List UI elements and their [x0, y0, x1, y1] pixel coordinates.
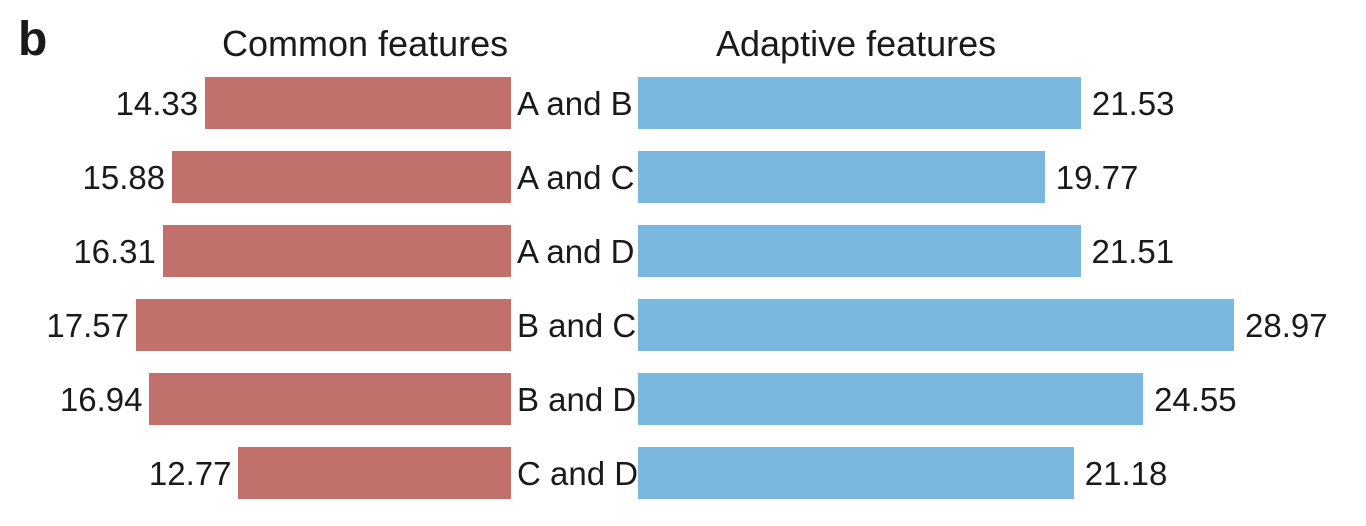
bar-rows: 14.33 A and B 21.53 15.88 A and C 19.77 …: [0, 77, 1366, 499]
common-bar-value: 12.77: [148, 455, 232, 492]
common-bar-value: 14.33: [115, 85, 199, 122]
adaptive-bar-value: 21.18: [1084, 455, 1168, 492]
category-label: B and D: [517, 381, 637, 418]
adaptive-bar-value: 28.97: [1245, 307, 1328, 344]
common-features-bar: [162, 225, 511, 277]
common-bar-value: 16.31: [73, 233, 156, 270]
common-features-bar: [136, 299, 511, 351]
category-label: A and B: [517, 85, 633, 122]
category-label: A and D: [517, 233, 635, 270]
adaptive-features-bar: [638, 373, 1144, 425]
adaptive-features-bar: [638, 77, 1081, 129]
bar-row: 12.77 C and D 21.18: [0, 447, 1366, 499]
bar-row: 15.88 A and C 19.77: [0, 151, 1366, 203]
common-features-bar: [172, 151, 511, 203]
common-bar-value: 16.94: [59, 381, 143, 418]
adaptive-bar-value: 21.53: [1091, 85, 1175, 122]
common-features-bar: [149, 373, 511, 425]
common-bar-value: 15.88: [82, 159, 166, 196]
adaptive-features-bar: [638, 299, 1234, 351]
bar-row: 16.94 B and D 24.55: [0, 373, 1366, 425]
common-bar-value: 17.57: [46, 307, 129, 344]
bar-row: 16.31 A and D 21.51: [0, 225, 1366, 277]
common-features-bar: [238, 447, 511, 499]
adaptive-features-bar: [638, 225, 1081, 277]
adaptive-features-title: Adaptive features: [716, 23, 997, 64]
adaptive-bar-value: 19.77: [1055, 159, 1139, 196]
bar-row: 14.33 A and B 21.53: [0, 77, 1366, 129]
common-features-title: Common features: [222, 23, 509, 64]
adaptive-bar-value: 24.55: [1154, 381, 1237, 418]
bar-row: 17.57 B and C 28.97: [0, 299, 1366, 351]
panel-label: b: [18, 13, 48, 66]
adaptive-features-bar: [638, 447, 1074, 499]
adaptive-bar-value: 21.51: [1091, 233, 1175, 270]
adaptive-features-bar: [638, 151, 1045, 203]
common-features-bar: [205, 77, 511, 129]
category-label: B and C: [517, 307, 637, 344]
category-label: A and C: [517, 159, 635, 196]
category-label: C and D: [517, 455, 639, 492]
